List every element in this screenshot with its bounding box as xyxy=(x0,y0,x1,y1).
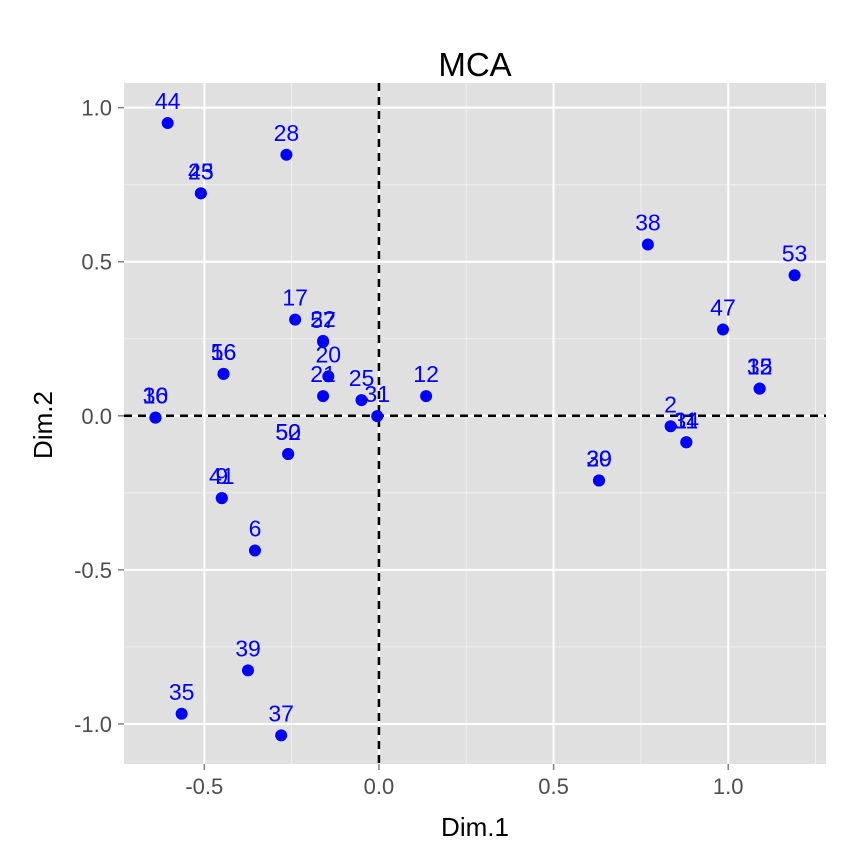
point-label: 11 xyxy=(674,407,698,433)
data-point xyxy=(322,370,335,383)
point-label: 35 xyxy=(169,679,195,705)
point-label: 12 xyxy=(413,361,439,387)
x-axis-title: Dim.1 xyxy=(441,812,509,842)
data-point xyxy=(215,492,228,505)
x-tick-label: 0.0 xyxy=(364,774,395,799)
x-axis-ticks: -0.5 0.0 0.5 1.0 xyxy=(185,764,744,799)
point-label: 45 xyxy=(188,158,214,184)
point-label: 9 xyxy=(215,463,228,489)
point-label: 25 xyxy=(349,365,375,391)
point-label: 50 xyxy=(275,419,301,445)
minor-gridlines xyxy=(124,83,826,764)
data-point xyxy=(716,323,729,336)
data-point xyxy=(161,117,174,130)
point-label: 57 xyxy=(310,307,336,333)
point-label: 32 xyxy=(747,354,773,380)
x-tick-label: 0.5 xyxy=(538,774,569,799)
point-label: 6 xyxy=(249,515,262,541)
y-axis-title: Dim.2 xyxy=(28,391,58,459)
chart-title: MCA xyxy=(438,46,511,83)
y-tick-label: 0.5 xyxy=(81,250,112,275)
point-label: 41 xyxy=(209,463,235,489)
point-label: 47 xyxy=(710,295,736,321)
data-point xyxy=(282,448,295,461)
y-tick-label: -1.0 xyxy=(74,712,112,737)
point-label: 10 xyxy=(143,383,169,409)
data-point xyxy=(280,148,293,161)
data-point xyxy=(175,707,188,720)
point-label: 29 xyxy=(586,446,612,472)
point-label: 21 xyxy=(310,361,336,387)
point-label: 53 xyxy=(782,240,808,266)
point-label: 31 xyxy=(364,381,390,407)
data-point xyxy=(371,410,384,423)
point-label: 36 xyxy=(143,383,169,409)
data-point xyxy=(753,382,766,395)
y-tick-label: -0.5 xyxy=(74,558,112,583)
point-label: 20 xyxy=(316,341,342,367)
data-point xyxy=(680,436,693,449)
data-point xyxy=(317,390,330,403)
y-tick-label: 1.0 xyxy=(81,96,112,121)
point-label: 52 xyxy=(275,419,301,445)
point-label: 34 xyxy=(674,407,700,433)
data-point xyxy=(275,729,288,742)
point-label: 2 xyxy=(664,391,677,417)
data-point xyxy=(355,394,368,407)
data-point xyxy=(664,420,677,433)
x-tick-label: 1.0 xyxy=(713,774,744,799)
point-label: 30 xyxy=(586,446,612,472)
data-point xyxy=(420,390,433,403)
y-tick-label: 0.0 xyxy=(81,404,112,429)
data-point xyxy=(641,238,654,251)
point-label: 16 xyxy=(211,339,237,365)
point-label: 56 xyxy=(211,339,237,365)
panel-background xyxy=(124,83,826,764)
point-label: 28 xyxy=(274,120,300,146)
point-label: 23 xyxy=(188,158,214,184)
data-point xyxy=(317,335,330,348)
point-label: 22 xyxy=(310,306,336,332)
data-point xyxy=(248,544,261,557)
point-label: 44 xyxy=(155,88,181,114)
x-tick-label: -0.5 xyxy=(185,774,223,799)
point-label: 39 xyxy=(235,635,261,661)
data-point xyxy=(592,474,605,487)
point-label: 15 xyxy=(747,354,773,380)
point-label: 17 xyxy=(282,285,308,311)
data-point xyxy=(788,269,801,282)
point-label: 38 xyxy=(635,209,661,235)
scatter-points xyxy=(149,117,801,742)
data-point xyxy=(217,367,230,380)
point-label: 37 xyxy=(268,700,294,726)
data-point xyxy=(241,664,254,677)
data-point xyxy=(194,187,207,200)
reference-lines xyxy=(124,83,826,764)
y-axis-ticks: -1.0 -0.5 0.0 0.5 1.0 xyxy=(74,96,124,737)
data-point xyxy=(289,313,302,326)
data-point xyxy=(149,411,162,424)
